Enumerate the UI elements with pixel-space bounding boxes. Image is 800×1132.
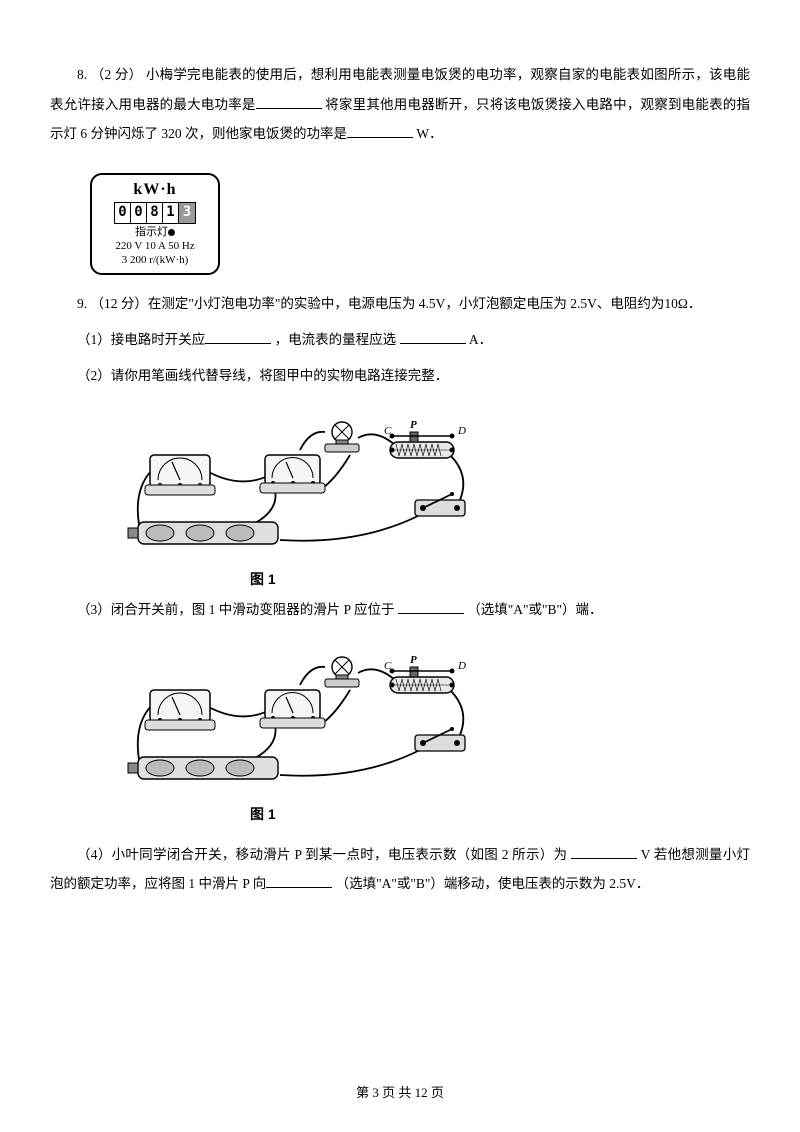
svg-text:P: P bbox=[410, 419, 417, 431]
svg-text:D: D bbox=[457, 660, 466, 672]
battery-icon bbox=[128, 757, 278, 779]
meter-digit: 8 bbox=[147, 203, 163, 223]
svg-text:D: D bbox=[457, 425, 466, 437]
q9-p4-blank-1[interactable] bbox=[571, 845, 637, 859]
q9-p4-c: （选填"A"或"B"）端移动，使电压表的示数为 2.5V． bbox=[332, 876, 649, 891]
q9-p1-blank-1[interactable] bbox=[205, 331, 271, 345]
q9-intro-text: 在测定"小灯泡电功率"的实验中，电源电压为 4.5V，小灯泡额定电压为 2.5V… bbox=[148, 296, 702, 311]
q9-p1-a: （1）接电路时开关应 bbox=[77, 332, 205, 347]
meter-digit: 0 bbox=[115, 203, 131, 223]
q9-points: （12 分） bbox=[91, 296, 148, 311]
meter-spec-2: 3 200 r/(kW·h) bbox=[96, 254, 214, 268]
q9-intro: 9. （12 分）在测定"小灯泡电功率"的实验中，电源电压为 4.5V，小灯泡额… bbox=[50, 289, 750, 319]
bulb-icon bbox=[325, 657, 359, 687]
q9-p1-b: ，电流表的量程应选 bbox=[271, 332, 399, 347]
bulb-icon bbox=[325, 422, 359, 452]
voltmeter-icon: 0 3 15 bbox=[260, 455, 325, 495]
q8-blank-1[interactable] bbox=[256, 95, 322, 109]
battery-icon bbox=[128, 522, 278, 544]
ammeter-icon: 0 0.6 3 bbox=[145, 690, 215, 732]
circuit-svg: 0 0.6 3 0 3 15 bbox=[110, 400, 490, 560]
meter-led-label: 指示灯 bbox=[135, 226, 168, 238]
led-dot-icon bbox=[168, 229, 175, 236]
page-footer: 第 3 页 共 12 页 bbox=[0, 1079, 800, 1108]
energy-meter-figure: kW·h 0 0 8 1 3 指示灯 220 V 10 A 50 Hz 3 20… bbox=[90, 173, 220, 275]
meter-spec-1: 220 V 10 A 50 Hz bbox=[96, 240, 214, 254]
q9-p3-b: （选填"A"或"B"）端． bbox=[464, 602, 603, 617]
rheostat-icon: C P D bbox=[384, 654, 466, 693]
switch-icon bbox=[415, 727, 465, 751]
q8-blank-2[interactable] bbox=[347, 125, 413, 139]
rheostat-icon: C P D bbox=[384, 419, 466, 458]
q9-p4-a: （4）小叶同学闭合开关，移动滑片 P 到某一点时，电压表示数（如图 2 所示）为 bbox=[77, 847, 571, 862]
meter-digit: 1 bbox=[163, 203, 179, 223]
meter-led-row: 指示灯 bbox=[96, 226, 214, 240]
switch-icon bbox=[415, 492, 465, 516]
q8-paragraph: 8. （2 分） 小梅学完电能表的使用后，想利用电能表测量电饭煲的电功率，观察自… bbox=[50, 60, 750, 149]
circuit-svg: 0 0.6 3 0 3 15 C bbox=[110, 635, 490, 795]
meter-unit: kW·h bbox=[96, 180, 214, 200]
q8-number: 8. （2 分） bbox=[77, 67, 142, 82]
svg-text:P: P bbox=[410, 654, 417, 666]
circuit-figure-1a: 0 0.6 3 0 3 15 bbox=[110, 400, 490, 560]
meter-reading: 0 0 8 1 3 bbox=[114, 202, 196, 224]
voltmeter-icon: 0 3 15 bbox=[260, 690, 325, 730]
q9-p3: （3）闭合开关前，图 1 中滑动变阻器的滑片 P 应位于 （选填"A"或"B"）… bbox=[50, 595, 750, 625]
q8-text-c: W． bbox=[413, 126, 443, 141]
q9-p3-blank[interactable] bbox=[398, 601, 464, 615]
circuit-figure-1b: 0 0.6 3 0 3 15 C bbox=[110, 635, 490, 795]
figure-1-label-b: 图 1 bbox=[250, 799, 750, 830]
q9-p2: （2）请你用笔画线代替导线，将图甲中的实物电路连接完整． bbox=[50, 361, 750, 391]
meter-digit: 3 bbox=[179, 203, 195, 223]
svg-text:C: C bbox=[384, 660, 392, 672]
q9-p3-a: （3）闭合开关前，图 1 中滑动变阻器的滑片 P 应位于 bbox=[77, 602, 398, 617]
q9-p1-blank-2[interactable] bbox=[400, 331, 466, 345]
q9-p1: （1）接电路时开关应 ，电流表的量程应选 A． bbox=[50, 325, 750, 355]
svg-text:C: C bbox=[384, 425, 392, 437]
figure-1-label-a: 图 1 bbox=[250, 564, 750, 595]
ammeter-icon: 0 0.6 3 bbox=[145, 455, 215, 497]
q9-p1-c: A． bbox=[466, 332, 493, 347]
meter-digit: 0 bbox=[131, 203, 147, 223]
q9-p4: （4）小叶同学闭合开关，移动滑片 P 到某一点时，电压表示数（如图 2 所示）为… bbox=[50, 840, 750, 899]
q9-p4-blank-2[interactable] bbox=[266, 875, 332, 889]
q9-number: 9. bbox=[77, 296, 91, 311]
